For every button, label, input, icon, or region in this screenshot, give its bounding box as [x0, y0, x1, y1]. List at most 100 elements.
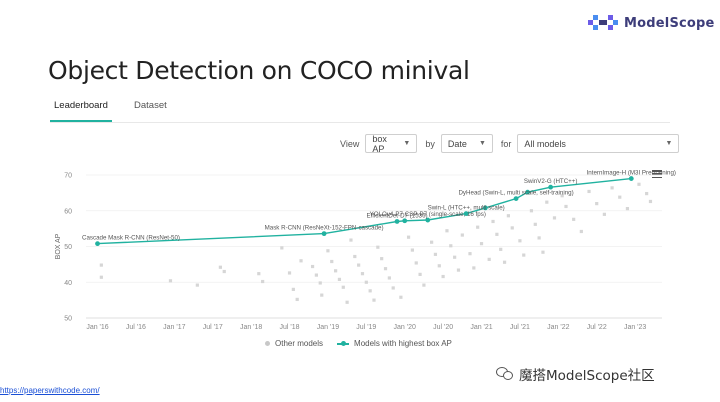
view-label: View — [340, 138, 360, 149]
other-model-point — [572, 217, 576, 221]
other-model-point — [506, 214, 510, 218]
other-model-point — [195, 283, 199, 287]
tab-bar: Leaderboard Dataset — [50, 100, 670, 124]
metric-select[interactable]: box AP ▼ — [365, 133, 418, 154]
other-model-point — [637, 182, 641, 186]
other-model-point — [222, 269, 226, 274]
other-model-point — [625, 207, 630, 211]
y-tick-label: 40 — [64, 280, 72, 287]
other-model-point — [280, 246, 284, 250]
point-label: InternImage-H (M3I Pre-training) — [587, 170, 676, 177]
other-model-point — [345, 300, 349, 304]
other-model-point — [564, 204, 568, 209]
x-tick-label: Jul '22 — [587, 324, 607, 331]
other-model-point — [376, 245, 380, 249]
other-model-point — [99, 263, 103, 267]
other-model-point — [360, 272, 365, 276]
other-model-point — [320, 293, 324, 297]
other-model-point — [441, 274, 445, 279]
other-model-point — [587, 189, 591, 194]
other-model-point — [372, 298, 376, 302]
other-model-point — [399, 295, 403, 299]
other-model-point — [414, 261, 418, 265]
other-model-point — [552, 216, 557, 220]
models-scope-select-value: All models — [524, 138, 566, 149]
by-label: by — [425, 138, 435, 149]
other-model-point — [491, 219, 495, 224]
other-models-series — [99, 182, 653, 304]
other-model-point — [430, 240, 434, 244]
other-model-point — [291, 287, 295, 291]
x-tick-label: Jan '19 — [317, 324, 339, 331]
x-tick-label: Jul '21 — [510, 324, 530, 331]
best-model-point — [525, 189, 530, 195]
best-model-point — [425, 217, 431, 223]
tab-leaderboard[interactable]: Leaderboard — [50, 100, 112, 122]
best-model-point — [463, 211, 469, 217]
best-model-point — [394, 219, 400, 224]
point-label: EfficientDet-D7 (1536) — [366, 212, 427, 219]
other-model-point — [468, 252, 472, 256]
other-model-point — [579, 229, 583, 234]
chevron-down-icon: ▼ — [478, 140, 486, 147]
other-model-point — [218, 265, 222, 269]
other-model-point — [495, 232, 499, 236]
other-model-point — [645, 191, 649, 196]
other-model-point — [418, 272, 422, 276]
x-tick-label: Jan '17 — [163, 324, 185, 331]
for-label: for — [500, 138, 512, 149]
tab-dataset[interactable]: Dataset — [134, 100, 167, 111]
tab-divider — [50, 122, 670, 123]
other-model-point — [337, 277, 342, 281]
other-model-point — [445, 229, 449, 233]
models-scope-select[interactable]: All models ▼ — [517, 134, 680, 153]
best-model-point — [628, 176, 634, 181]
watermark-text: 魔搭ModelScope社区 — [519, 368, 655, 384]
x-tick-label: Jan '23 — [624, 324, 646, 331]
y-axis-ticks: 50 40 50 60 70 — [64, 173, 72, 323]
other-model-point — [560, 194, 564, 198]
y-axis-label: BOX AP — [55, 233, 62, 259]
other-model-point — [456, 268, 461, 272]
other-model-point — [529, 209, 534, 213]
other-model-point — [410, 248, 414, 252]
best-model-point — [321, 231, 327, 237]
x-tick-label: Jan '22 — [547, 324, 569, 331]
other-model-point — [618, 195, 622, 199]
y-tick-label: 70 — [64, 173, 72, 180]
other-model-point — [299, 259, 303, 263]
other-model-point — [261, 279, 265, 284]
other-model-point — [537, 236, 541, 240]
other-model-point — [499, 247, 503, 251]
page-title: Object Detection on COCO minival — [48, 56, 470, 85]
other-model-point — [310, 264, 315, 269]
other-model-point — [387, 276, 391, 280]
point-label: YOLOv4-P7 CSP-P7 (single-scale, 16 fps) — [370, 211, 486, 218]
other-model-point — [318, 281, 322, 285]
legend-item-other[interactable]: Other models — [265, 339, 323, 348]
metric-select-value: box AP — [372, 133, 387, 154]
x-tick-label: Jan '18 — [240, 324, 262, 331]
sort-by-select[interactable]: Date ▼ — [440, 134, 493, 153]
point-label: SwinV2-G (HTC++) — [524, 178, 578, 185]
x-tick-label: Jan '16 — [86, 324, 108, 331]
other-model-point — [449, 244, 453, 248]
chart-menu-icon[interactable] — [652, 170, 662, 178]
wechat-icon — [496, 367, 514, 381]
other-model-point — [610, 186, 614, 190]
other-model-point — [330, 259, 334, 264]
legend-item-best[interactable]: Models with highest box AP — [337, 339, 452, 348]
other-model-point — [326, 249, 330, 253]
source-link[interactable]: https://paperswithcode.com/ — [0, 386, 100, 395]
chart-grid — [86, 174, 662, 319]
other-model-point — [357, 263, 361, 267]
modelscope-logo: ModelScope — [587, 14, 715, 32]
x-tick-label: Jul '18 — [280, 324, 300, 331]
legend-line-icon — [337, 340, 350, 346]
x-tick-label: Jul '17 — [203, 324, 223, 331]
other-model-point — [602, 212, 606, 216]
other-model-point — [406, 235, 411, 239]
other-model-point — [541, 250, 545, 254]
other-model-point — [334, 269, 338, 273]
other-model-point — [502, 260, 507, 264]
